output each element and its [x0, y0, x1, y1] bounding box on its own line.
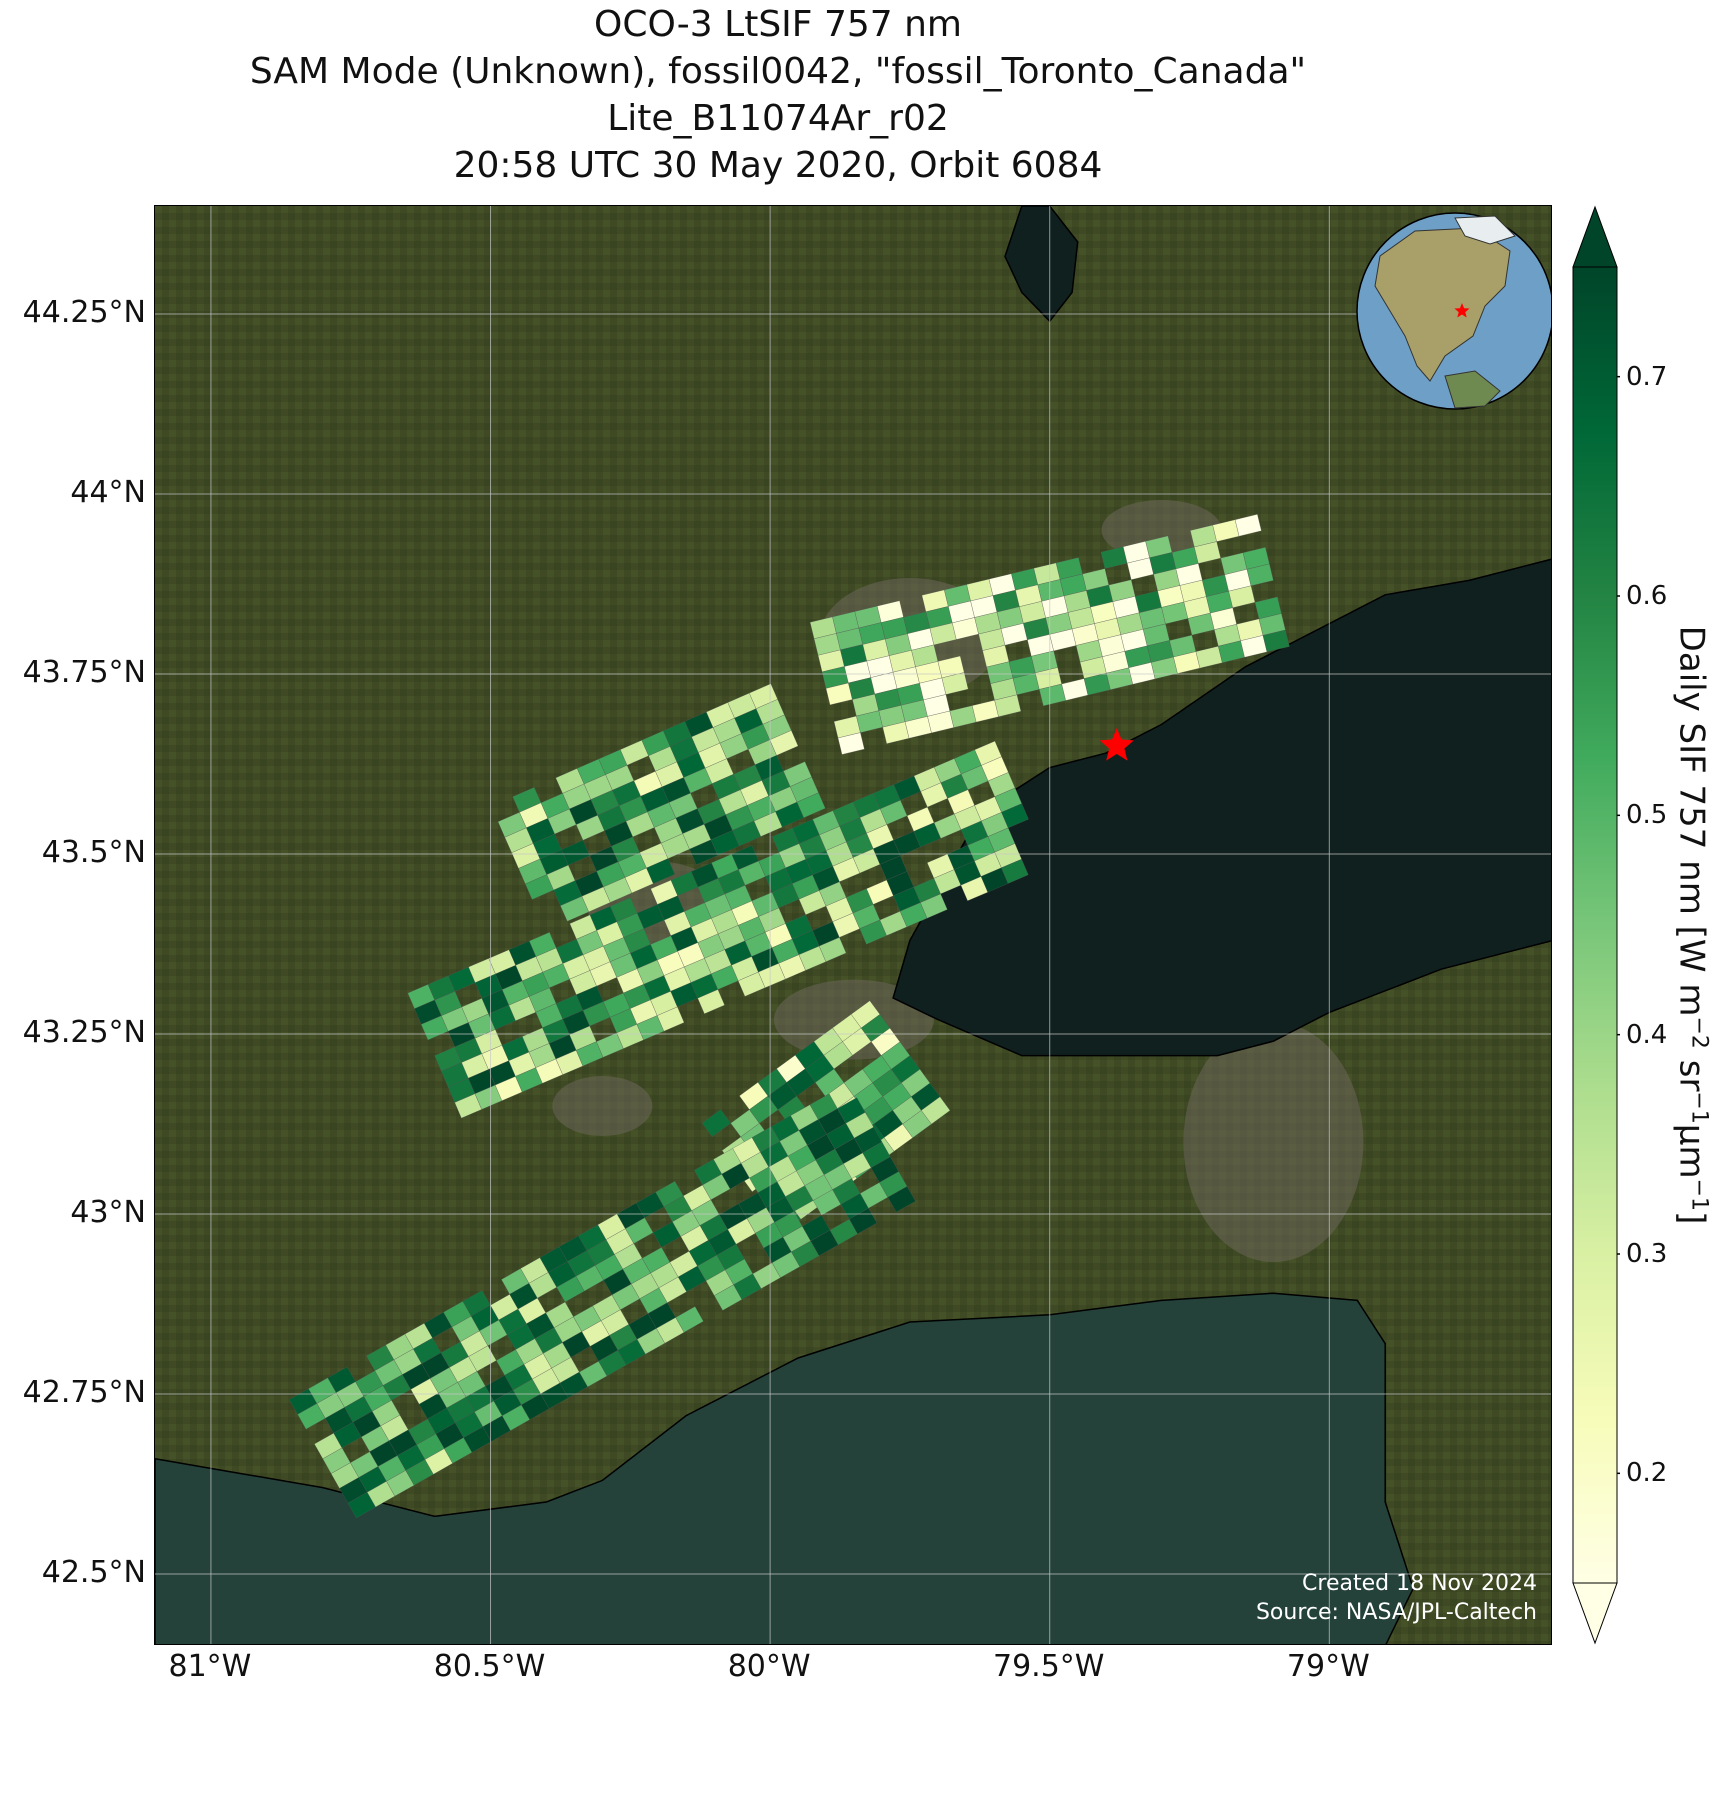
sif-swath: [809, 514, 1290, 755]
lat-tick-label: 43.25°N: [22, 1015, 146, 1050]
sif-sounding: [1246, 563, 1274, 586]
sif-sounding: [837, 732, 865, 755]
colorbar-label: Daily SIF 757 nm [W m−2 sr−1μm−1]: [1671, 625, 1712, 1225]
colorbar: [1572, 205, 1620, 1645]
lat-tick-label: 42.5°N: [41, 1555, 146, 1590]
map-gridlines: [155, 206, 1551, 1644]
sif-sounding: [646, 858, 675, 884]
lat-tick-label: 43°N: [70, 1195, 146, 1230]
lat-tick-label: 42.75°N: [22, 1375, 146, 1410]
lon-tick-label: 80.5°W: [433, 1649, 546, 1684]
colorbar-tick-label: 0.6: [1626, 581, 1668, 611]
colorbar-extend-min: [1572, 1582, 1618, 1645]
sif-sounding: [887, 1186, 916, 1213]
lon-tick-label: 79.5°W: [992, 1649, 1105, 1684]
lat-tick-label: 43.5°N: [41, 835, 146, 870]
sif-sounding: [697, 989, 725, 1014]
colorbar-ticks: [1617, 375, 1620, 1475]
title-line-1: OCO-3 LtSIF 757 nm: [594, 4, 962, 45]
sif-sounding: [1001, 803, 1029, 829]
map-canvas[interactable]: [155, 206, 1552, 1645]
sif-sounding: [657, 1006, 685, 1032]
lon-tick-label: 81°W: [168, 1649, 252, 1684]
sif-sounding: [994, 694, 1022, 717]
sif-swath: [497, 683, 826, 922]
colorbar-tick-label: 0.2: [1626, 1458, 1668, 1489]
lat-tick-label: 44.25°N: [22, 295, 146, 330]
lake-simcoe: [1004, 206, 1079, 323]
globe-south-america: [1444, 370, 1501, 409]
target-star-marker[interactable]: [1099, 728, 1134, 761]
sif-soundings: [288, 514, 1290, 1519]
lat-tick-label: 43.75°N: [22, 655, 146, 690]
sif-sounding: [921, 1096, 951, 1125]
globe-star-marker: [1454, 303, 1470, 318]
map-panel[interactable]: Created 18 Nov 2024 Source: NASA/JPL-Cal…: [154, 205, 1552, 1645]
globe-greenland: [1454, 215, 1516, 245]
title-line-4: 20:58 UTC 30 May 2020, Orbit 6084: [453, 145, 1103, 186]
sif-sounding: [920, 893, 948, 919]
lat-tick-label: 44°N: [70, 475, 146, 510]
sif-swath: [288, 1093, 916, 1519]
credit-created: Created 18 Nov 2024: [1302, 1571, 1537, 1596]
title-line-3: Lite_B11074Ar_r02: [607, 98, 949, 139]
colorbar-tick-label: 0.7: [1626, 361, 1668, 392]
colorbar-gradient: [1572, 266, 1618, 1584]
colorbar-tick-label: 0.4: [1626, 1019, 1668, 1050]
sif-sounding: [1234, 514, 1262, 537]
urban-area: [552, 1076, 653, 1136]
colorbar-extend-max: [1572, 205, 1618, 268]
sif-sounding: [1001, 859, 1029, 884]
title-line-2: SAM Mode (Unknown), fossil0042, "fossil_…: [249, 51, 1307, 92]
colorbar-tick-label: 0.5: [1626, 800, 1668, 831]
sif-sounding: [849, 1207, 878, 1235]
sif-sounding: [796, 792, 826, 818]
sif-sounding: [1262, 629, 1290, 653]
credit-source: Source: NASA/JPL-Caltech: [1255, 1600, 1537, 1625]
sif-sounding: [819, 937, 847, 962]
colorbar-tick-label: 0.3: [1626, 1239, 1668, 1269]
lon-tick-label: 79°W: [1286, 1649, 1370, 1684]
inset-globe: [1356, 212, 1551, 410]
lon-tick-label: 80°W: [727, 1649, 811, 1684]
sif-sounding: [769, 730, 799, 756]
lake-ontario: [892, 558, 1551, 1057]
urban-area: [1183, 1022, 1364, 1262]
sif-sounding: [675, 1306, 704, 1333]
